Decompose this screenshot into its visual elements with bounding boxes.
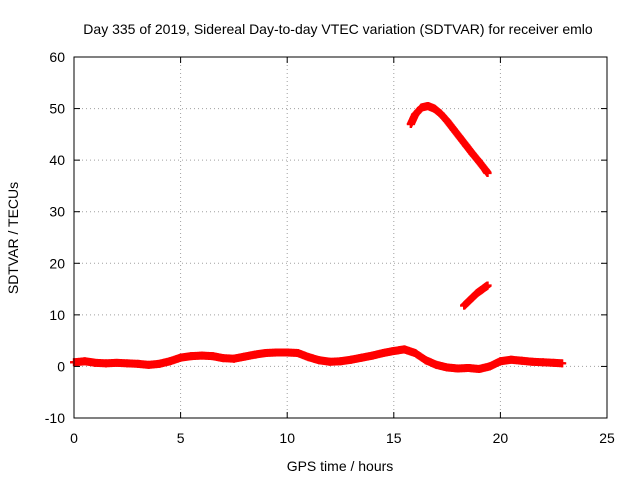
x-tick-label: 15 xyxy=(386,430,402,446)
data-point xyxy=(293,349,302,358)
data-point xyxy=(176,353,185,362)
data-point xyxy=(283,348,292,357)
data-point xyxy=(368,351,377,360)
data-point xyxy=(483,169,492,178)
y-tick-label: 30 xyxy=(49,204,65,220)
data-point xyxy=(240,352,249,361)
x-tick-label: 5 xyxy=(177,430,185,446)
data-point xyxy=(517,356,526,365)
data-point xyxy=(507,355,516,364)
data-point xyxy=(485,362,494,371)
data-point xyxy=(208,352,217,361)
data-point xyxy=(468,149,477,158)
data-point xyxy=(455,133,464,142)
data-point xyxy=(449,125,458,134)
data-point xyxy=(477,286,486,295)
y-tick-label: 60 xyxy=(49,49,65,65)
data-point xyxy=(549,358,558,367)
x-tick-label: 10 xyxy=(279,430,295,446)
data-point xyxy=(411,349,420,358)
data-point xyxy=(123,359,132,368)
data-point xyxy=(464,363,473,372)
y-axis-label: SDTVAR / TECUs xyxy=(5,182,21,294)
data-point xyxy=(539,358,548,367)
data-point xyxy=(261,349,270,358)
y-tick-label: 0 xyxy=(57,358,65,374)
y-tick-label: 10 xyxy=(49,307,65,323)
data-point xyxy=(389,346,398,355)
x-axis-label: GPS time / hours xyxy=(287,458,394,474)
data-point xyxy=(155,359,164,368)
data-point xyxy=(357,353,366,362)
data-point xyxy=(472,289,481,298)
data-point xyxy=(421,356,430,365)
x-tick-label: 25 xyxy=(599,430,615,446)
data-point xyxy=(432,360,441,369)
data-point xyxy=(80,357,89,366)
data-point xyxy=(400,345,409,354)
data-point xyxy=(468,293,477,302)
data-point xyxy=(347,355,356,364)
data-point xyxy=(483,281,492,290)
y-tick-label: 20 xyxy=(49,255,65,271)
y-tick-label: -10 xyxy=(45,410,65,426)
data-point xyxy=(133,359,142,368)
data-point xyxy=(304,353,313,362)
data-point xyxy=(417,103,426,112)
data-point xyxy=(496,357,505,366)
data-point xyxy=(460,301,469,310)
data-point xyxy=(272,348,281,357)
data-point xyxy=(475,365,484,374)
y-axis-ticks: -10 0 10 20 30 40 50 60 xyxy=(45,49,607,426)
data-point xyxy=(462,141,471,150)
data-point xyxy=(144,360,153,369)
data-point xyxy=(423,101,432,110)
data-point xyxy=(219,354,228,363)
data-point xyxy=(197,351,206,360)
x-tick-label: 20 xyxy=(493,430,509,446)
data-point xyxy=(251,350,260,359)
data-point xyxy=(336,357,345,366)
data-point xyxy=(430,104,439,113)
data-point xyxy=(325,357,334,366)
data-point xyxy=(528,357,537,366)
data-point xyxy=(379,349,388,358)
data-series xyxy=(70,101,567,374)
x-axis-ticks: 0 5 10 15 20 25 xyxy=(70,57,615,446)
series-main xyxy=(70,345,567,374)
data-point xyxy=(464,297,473,306)
data-point xyxy=(187,352,196,361)
data-point xyxy=(436,109,445,118)
data-point xyxy=(101,359,110,368)
data-point xyxy=(165,357,174,366)
y-tick-label: 50 xyxy=(49,101,65,117)
data-point xyxy=(91,358,100,367)
data-point xyxy=(411,110,420,119)
data-point xyxy=(453,364,462,373)
data-point xyxy=(406,120,415,129)
data-point xyxy=(558,359,567,368)
data-point xyxy=(443,363,452,372)
data-point xyxy=(443,116,452,125)
chart-title: Day 335 of 2019, Sidereal Day-to-day VTE… xyxy=(83,21,593,37)
data-point xyxy=(229,354,238,363)
data-point xyxy=(112,358,121,367)
data-point xyxy=(315,356,324,365)
x-tick-label: 0 xyxy=(70,430,78,446)
series-arc-low xyxy=(460,281,492,310)
data-point xyxy=(475,157,484,166)
y-tick-label: 40 xyxy=(49,152,65,168)
plot-frame xyxy=(73,56,608,419)
series-arc-high xyxy=(406,101,492,178)
